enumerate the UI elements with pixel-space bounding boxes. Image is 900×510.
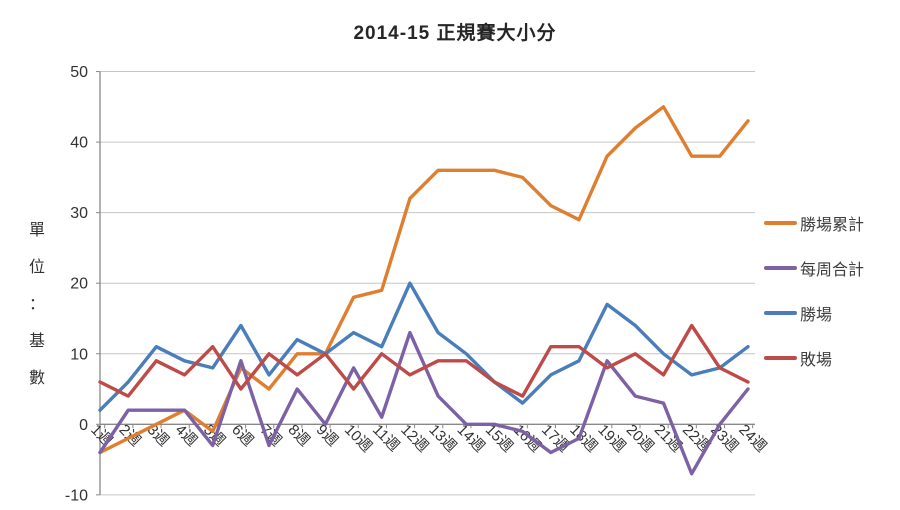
x-axis-label-group: 19週: [594, 421, 628, 455]
x-axis-tick-label: 13週: [425, 421, 459, 455]
legend-line-swatch-wins-cumulative: [764, 221, 797, 225]
x-axis-label-group: 11週: [369, 421, 403, 455]
legend-label-wins: 勝場: [800, 307, 833, 324]
x-axis-tick-label: 10週: [341, 421, 375, 455]
x-axis-label-group: 8週: [285, 421, 314, 450]
x-axis-label-group: 14週: [454, 421, 488, 455]
legend-item-weekly-total: 每周合計: [764, 257, 864, 279]
y-axis-unit-char: 位: [28, 259, 45, 276]
y-axis-tick-label: 30: [70, 205, 88, 222]
x-axis-tick-label: 16週: [510, 421, 544, 455]
legend-line-swatch-weekly-total: [764, 266, 797, 270]
y-axis-unit-label: 單位 ： 基數: [20, 212, 54, 397]
x-axis-tick-label: 20週: [623, 421, 657, 455]
series-line-losses: [98, 323, 750, 398]
y-axis-tick-label: 10: [70, 346, 88, 363]
legend-label-losses: 敗場: [800, 352, 833, 369]
series-line-wins-cumulative: [98, 105, 750, 455]
legend-item-wins: 勝場: [764, 302, 864, 324]
x-axis-label-group: 13週: [425, 421, 459, 455]
legend-item-wins-cumulative: 勝場累計: [764, 212, 864, 234]
y-axis-unit-char: 數: [28, 370, 45, 387]
y-axis-tick-label: -10: [65, 487, 88, 504]
chart-title: 2014-15 正規賽大小分: [353, 23, 557, 44]
series-line-weekly-total: [98, 330, 750, 476]
y-axis-tick-label: 40: [70, 135, 88, 152]
x-axis-tick-label: 6週: [228, 421, 257, 450]
legend-line-swatch-losses: [764, 356, 797, 360]
x-axis-label-group: 6週: [228, 421, 257, 450]
y-axis-tick-label: 20: [70, 276, 88, 293]
x-axis-tick-label: 3週: [144, 421, 173, 450]
x-axis-tick-label: 21週: [651, 421, 685, 455]
x-axis-tick-label: 11週: [369, 421, 403, 455]
chart-legend: 勝場累計 每周合計 勝場 敗場: [764, 212, 864, 369]
legend-item-losses: 敗場: [764, 347, 864, 369]
x-axis-label-group: 9週: [313, 421, 342, 450]
y-axis-unit-char: ：: [28, 296, 45, 313]
series-line-wins: [98, 281, 750, 412]
x-axis-label-group: 24週: [735, 421, 769, 455]
y-axis-tick-label: 50: [70, 64, 88, 81]
x-axis-tick-label: 12週: [397, 421, 431, 455]
x-axis-label-group: 10週: [341, 421, 375, 455]
legend-label-wins-cumulative: 勝場累計: [800, 217, 865, 234]
x-axis-label-group: 3週: [144, 421, 173, 450]
x-axis-tick-label: 8週: [285, 421, 314, 450]
y-axis-tick-label: 0: [79, 417, 88, 434]
legend-line-swatch-wins: [764, 311, 797, 315]
x-axis-label-group: 21週: [651, 421, 685, 455]
y-axis-unit-char: 單: [28, 222, 45, 239]
x-axis-tick-label: 14週: [454, 421, 488, 455]
x-axis-tick-label: 9週: [313, 421, 342, 450]
x-axis-label-group: 20週: [623, 421, 657, 455]
x-axis-tick-label: 19週: [594, 421, 628, 455]
legend-label-weekly-total: 每周合計: [800, 262, 865, 279]
x-axis-label-group: 12週: [397, 421, 431, 455]
x-axis-tick-label: 24週: [735, 421, 769, 455]
x-axis-label-group: 16週: [510, 421, 544, 455]
y-axis-unit-char: 基: [28, 333, 45, 350]
